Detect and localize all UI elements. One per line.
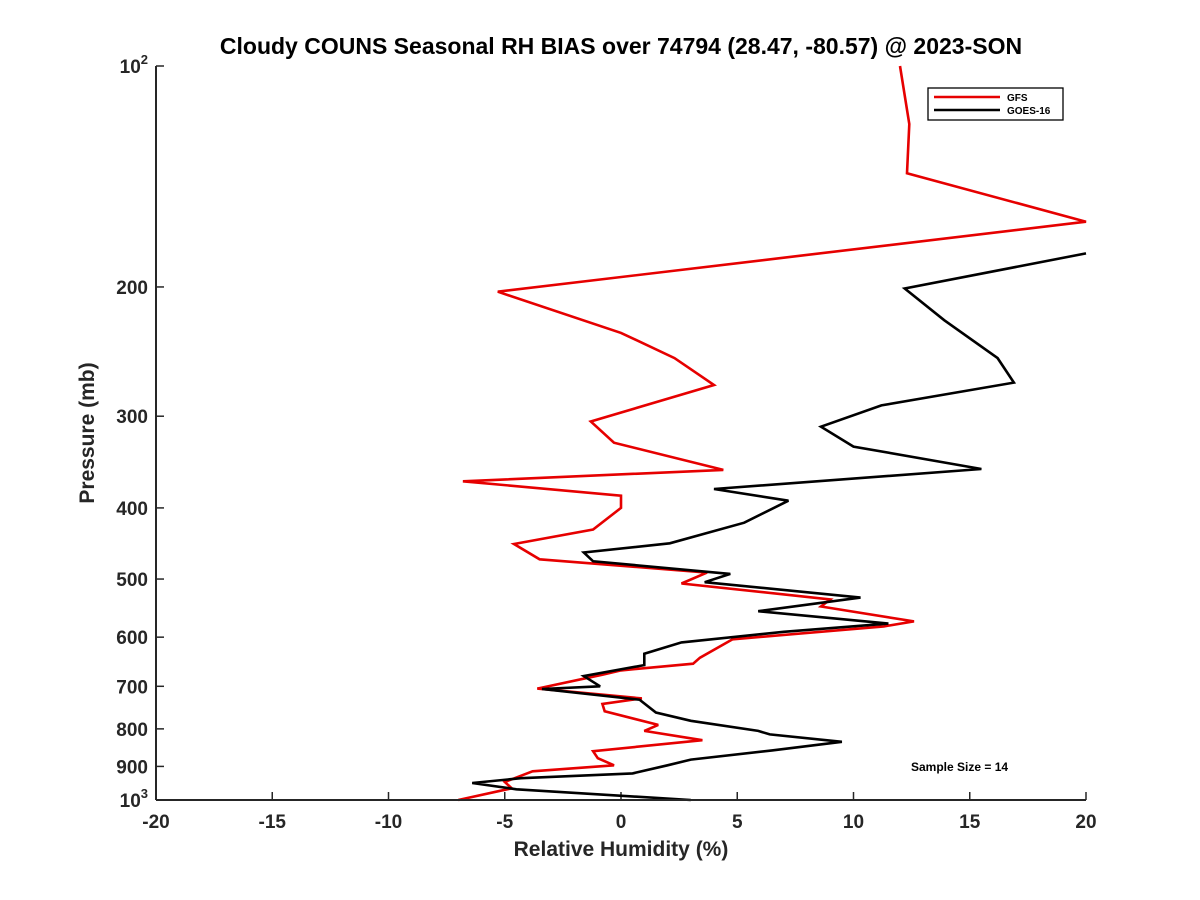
x-tick-label: 10 bbox=[843, 812, 864, 833]
x-tick-label: -5 bbox=[496, 812, 513, 833]
y-tick-label-base: 800 bbox=[116, 720, 148, 741]
y-tick-label-base: 300 bbox=[116, 407, 148, 428]
sample-size-annotation: Sample Size = 14 bbox=[911, 760, 1008, 774]
y-tick-label-base: 10 bbox=[120, 57, 141, 78]
legend-label-goes16: GOES-16 bbox=[1007, 106, 1051, 117]
x-axis-ticks: -20 -15 -10 -5 0 5 10 15 20 bbox=[142, 792, 1097, 833]
x-axis-label: Relative Humidity (%) bbox=[514, 838, 729, 861]
series-layer bbox=[458, 65, 1087, 802]
x-tick-label: 5 bbox=[732, 812, 743, 833]
y-tick-label-base: 400 bbox=[116, 499, 148, 520]
y-tick-label: 900 bbox=[116, 757, 148, 778]
y-axis-label: Pressure (mb) bbox=[76, 362, 99, 503]
x-tick-label: -10 bbox=[375, 812, 402, 833]
y-tick-label-base: 900 bbox=[116, 757, 148, 778]
legend-box bbox=[927, 87, 1064, 121]
y-tick-label: 700 bbox=[116, 677, 148, 698]
y-tick-label-base: 10 bbox=[120, 791, 141, 812]
y-tick-label: 400 bbox=[116, 499, 148, 520]
y-tick-label: 500 bbox=[116, 570, 148, 591]
chart-title: Cloudy COUNS Seasonal RH BIAS over 74794… bbox=[220, 33, 1022, 59]
x-tick-label: 15 bbox=[959, 812, 981, 833]
y-tick-label-exponent: 2 bbox=[141, 52, 148, 67]
y-tick-label-base: 500 bbox=[116, 570, 148, 591]
y-tick-label: 300 bbox=[116, 407, 148, 428]
y-tick-label: 102 bbox=[120, 52, 148, 78]
y-tick-label: 800 bbox=[116, 720, 148, 741]
series-line-goes16 bbox=[472, 252, 1087, 802]
legend: GFS GOES-16 bbox=[927, 87, 1064, 121]
x-tick-label: -20 bbox=[142, 812, 169, 833]
x-tick-label: 20 bbox=[1075, 812, 1096, 833]
y-tick-label-base: 600 bbox=[116, 628, 148, 649]
y-tick-label-exponent: 3 bbox=[141, 786, 148, 801]
y-tick-label-base: 700 bbox=[116, 677, 148, 698]
x-tick-label: 0 bbox=[616, 812, 627, 833]
y-tick-label-base: 200 bbox=[116, 278, 148, 299]
y-tick-label: 200 bbox=[116, 278, 148, 299]
x-tick-label: -15 bbox=[259, 812, 287, 833]
y-tick-label: 103 bbox=[120, 786, 148, 812]
legend-label-gfs: GFS bbox=[1007, 93, 1028, 104]
series-line-gfs bbox=[458, 65, 1087, 802]
y-tick-label: 600 bbox=[116, 628, 148, 649]
